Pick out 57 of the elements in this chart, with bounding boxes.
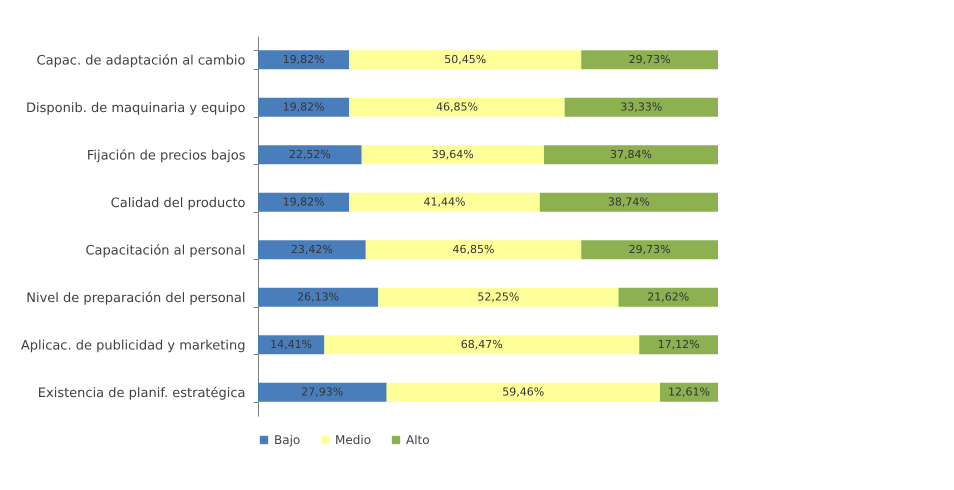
legend-label: Bajo (274, 433, 300, 447)
y-tick-label: Capac. de adaptación al cambio (36, 53, 246, 68)
bar (258, 192, 350, 212)
bar (324, 335, 640, 354)
bar (366, 240, 582, 260)
bar (258, 288, 378, 307)
y-tick-label: Capacitación al personal (85, 243, 246, 258)
bar (258, 98, 350, 117)
y-tick-label: Disponib. de maquinaria y equipo (26, 100, 246, 116)
data-label: 46,85% (452, 242, 494, 256)
bar (258, 240, 366, 260)
bar (378, 288, 619, 307)
legend-label: Alto (406, 433, 430, 447)
y-tick-label: Nivel de preparación del personal (26, 290, 246, 306)
data-label: 14,41% (270, 338, 312, 351)
data-label: 26,13% (297, 290, 340, 304)
data-label: 27,93% (301, 385, 344, 398)
data-label: 38,74% (608, 195, 650, 208)
bar (581, 50, 718, 70)
bar (618, 288, 718, 307)
bar (362, 145, 544, 164)
data-label: 19,82% (282, 100, 325, 114)
y-tick-label: Calidad del producto (110, 196, 246, 211)
data-label: 23,42% (290, 242, 333, 256)
data-label: 37,84% (610, 148, 652, 161)
bar (349, 192, 540, 212)
data-label: 19,82% (282, 52, 325, 66)
data-label: 22,52% (288, 148, 331, 161)
data-label: 17,12% (658, 338, 700, 351)
bar (258, 50, 350, 70)
y-tick-label: Aplicac. de publicidad y marketing (20, 338, 246, 354)
data-label: 29,73% (628, 242, 671, 256)
data-label: 12,61% (668, 385, 710, 398)
bar (349, 50, 582, 70)
bar (258, 145, 362, 164)
bar (581, 240, 718, 260)
bar (544, 145, 718, 164)
y-tick-label: Fijación de precios bajos (86, 148, 246, 164)
legend-label: Medio (335, 433, 372, 447)
data-label: 68,47% (460, 338, 503, 351)
bar (258, 382, 386, 402)
y-tick-label: Existencia de planif. estratégica (38, 386, 246, 401)
data-label: 19,82% (282, 195, 325, 208)
data-label: 21,62% (647, 290, 690, 304)
data-label: 29,73% (628, 52, 671, 66)
data-label: 41,44% (424, 195, 466, 208)
bar (639, 335, 718, 354)
data-label: 59,46% (502, 385, 544, 398)
data-label: 39,64% (432, 148, 474, 161)
bar (386, 382, 660, 402)
data-label: 46,85% (436, 100, 478, 114)
bar (540, 192, 718, 212)
bar (564, 98, 718, 117)
data-label: 50,45% (444, 52, 486, 66)
bar (349, 98, 565, 117)
data-label: 52,25% (477, 290, 520, 304)
data-label: 33,33% (620, 100, 662, 114)
